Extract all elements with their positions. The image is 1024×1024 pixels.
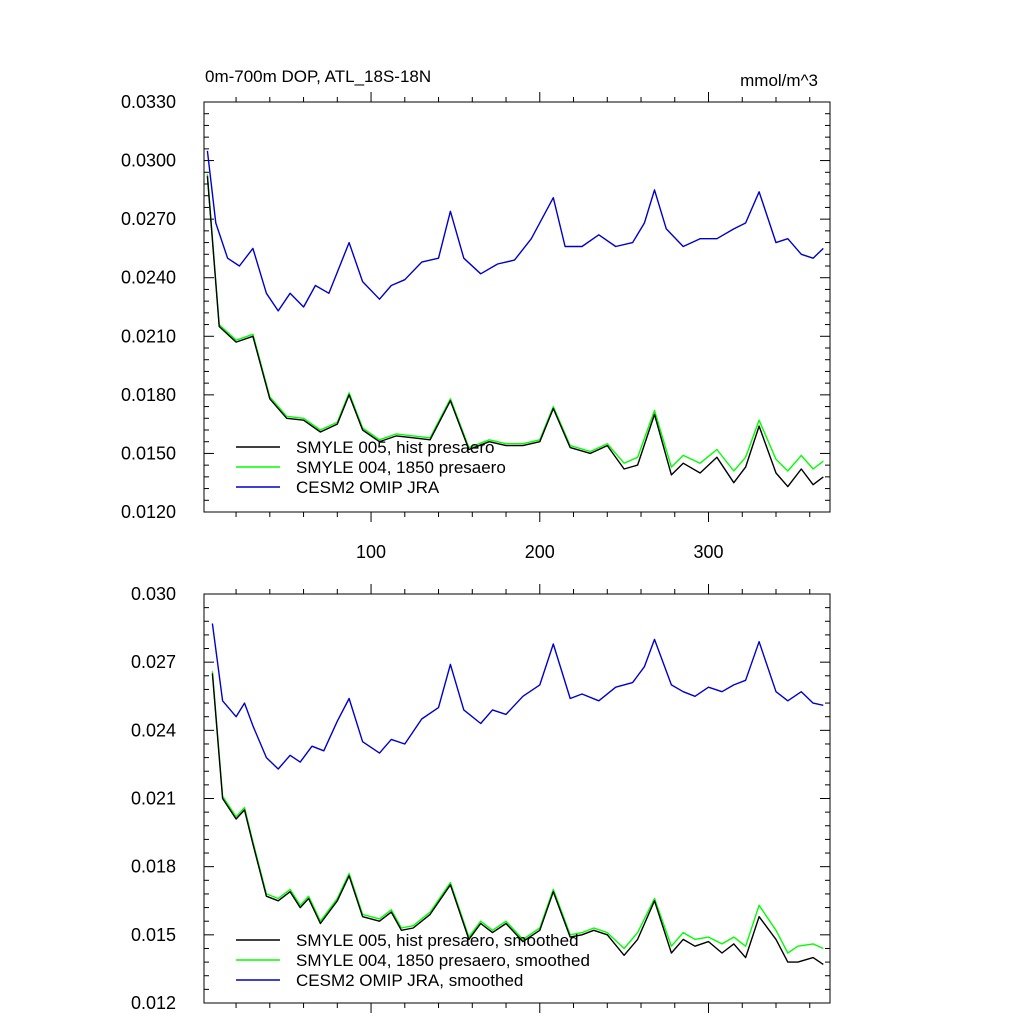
top-series-line-1 [206, 174, 824, 472]
bottom-series-line-1 [211, 671, 824, 954]
bottom-legend-label: SMYLE 005, hist presaero, smoothed [296, 931, 579, 950]
bottom-y-tick-label: 0.018 [131, 857, 176, 877]
top-plot-frame [203, 101, 831, 513]
bottom-y-tick-label: 0.012 [131, 993, 176, 1013]
bottom-legend-label: SMYLE 004, 1850 presaero, smoothed [296, 951, 590, 970]
bottom-y-tick-label: 0.015 [131, 925, 176, 945]
bottom-series-line-2 [211, 623, 824, 770]
top-series-line-2 [206, 150, 824, 312]
top-y-tick-label: 0.0180 [121, 385, 176, 405]
top-panel-units: mmol/m^3 [740, 71, 818, 90]
top-y-tick-label: 0.0120 [121, 502, 176, 522]
top-y-tick-label: 0.0240 [121, 268, 176, 288]
top-panel-title: 0m-700m DOP, ATL_18S-18N [205, 67, 431, 86]
top-legend-label: CESM2 OMIP JRA [296, 478, 440, 497]
top-plot-area: 0.0120 0.0150 0.0180 0.0210 0.0240 0.0270 0.03… [121, 92, 831, 562]
top-x-tick-label: 100 [356, 542, 386, 562]
top-y-tick-label: 0.0300 [121, 151, 176, 171]
top-legend-label: SMYLE 004, 1850 presaero [296, 458, 506, 477]
top-y-tick-label: 0.0330 [121, 92, 176, 112]
bottom-y-tick-label: 0.030 [131, 584, 176, 604]
top-panel: 0m-700m DOP, ATL_18S-18N mmol/m^3 0.0120… [121, 67, 831, 562]
bottom-panel: 0.012 0.015 0.018 0.021 0.024 0.027 0.030 SMYLE… [131, 584, 831, 1013]
top-y-tick-label: 0.0210 [121, 326, 176, 346]
top-legend-label: SMYLE 005, hist presaero [296, 438, 494, 457]
bottom-y-tick-label: 0.021 [131, 789, 176, 809]
top-y-tick-label: 0.0270 [121, 209, 176, 229]
bottom-legend-label: CESM2 OMIP JRA, smoothed [296, 971, 523, 990]
top-x-tick-label: 200 [525, 542, 555, 562]
bottom-series-line-0 [211, 673, 824, 965]
top-x-tick-label: 300 [693, 542, 723, 562]
bottom-plot-area: 0.012 0.015 0.018 0.021 0.024 0.027 0.030 SMYLE… [131, 584, 831, 1013]
top-series-line-0 [206, 176, 824, 488]
bottom-y-tick-label: 0.027 [131, 652, 176, 672]
top-y-tick-label: 0.0150 [121, 443, 176, 463]
bottom-y-tick-label: 0.024 [131, 720, 176, 740]
